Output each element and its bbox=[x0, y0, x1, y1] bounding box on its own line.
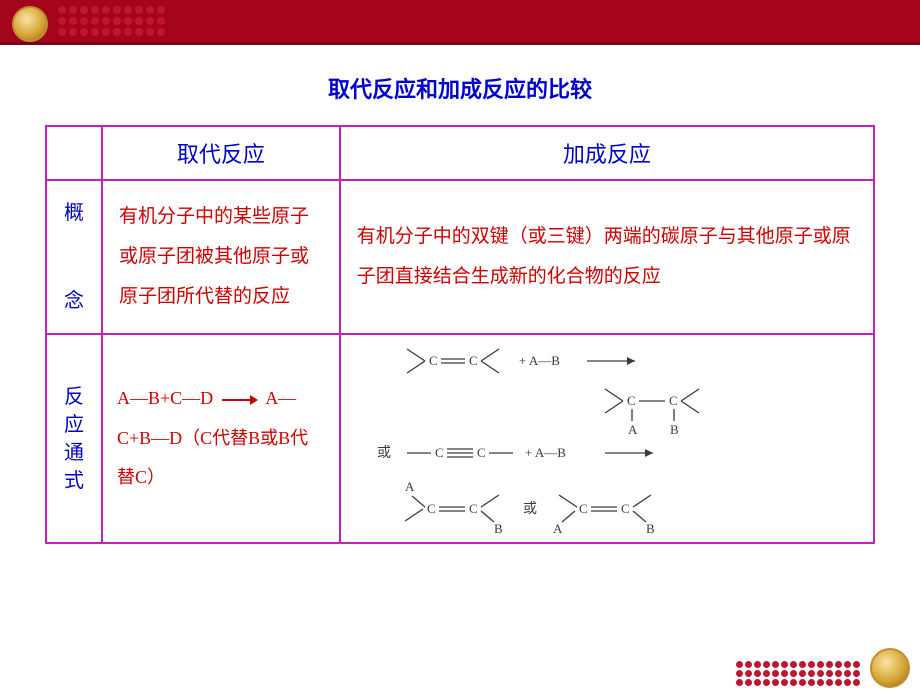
label-char: 反 bbox=[64, 386, 84, 408]
label-char: 概 bbox=[64, 202, 84, 224]
double-bond-reactant: C C bbox=[407, 349, 499, 373]
header-divider bbox=[0, 42, 920, 45]
svg-text:C: C bbox=[621, 501, 630, 516]
svg-text:C: C bbox=[579, 501, 588, 516]
svg-text:B: B bbox=[646, 521, 655, 536]
comparison-table: 取代反应 加成反应 概 念 有机分子中的某些原子或原子团被其他原子或原子团所代替… bbox=[45, 125, 875, 544]
header-dots bbox=[58, 6, 165, 36]
label-char: 念 bbox=[64, 290, 84, 312]
label-char: 式 bbox=[64, 470, 84, 492]
logo-icon bbox=[12, 6, 48, 42]
header-addition: 加成反应 bbox=[340, 126, 874, 180]
svg-text:C: C bbox=[429, 353, 438, 368]
svg-text:C: C bbox=[477, 445, 486, 460]
formula-addition: C C + A—B C bbox=[340, 334, 874, 543]
svg-text:A: A bbox=[553, 521, 563, 536]
triple-bond-reactant: C C bbox=[407, 445, 513, 460]
svg-text:C: C bbox=[427, 501, 436, 516]
page-title: 取代反应和加成反应的比较 bbox=[0, 72, 920, 104]
formula-substitution: A—B+C—D A—C+B—D（C代替B或B代替C） bbox=[102, 334, 340, 543]
arrow-icon bbox=[222, 395, 258, 405]
svg-text:C: C bbox=[469, 353, 478, 368]
header-empty bbox=[46, 126, 102, 180]
svg-text:A: A bbox=[628, 422, 638, 437]
svg-text:C: C bbox=[627, 393, 636, 408]
addition-diagram: C C + A—B C bbox=[347, 341, 727, 536]
table-row-formula: 反 应 通 式 A—B+C—D A—C+B—D（C代替B或B代替C） C bbox=[46, 334, 874, 543]
concept-substitution: 有机分子中的某些原子或原子团被其他原子或原子团所代替的反应 bbox=[102, 180, 340, 334]
svg-text:或: 或 bbox=[523, 501, 537, 517]
double-bond-product: C C A B bbox=[605, 389, 699, 437]
footer-logo-icon bbox=[870, 648, 910, 688]
svg-text:B: B bbox=[494, 521, 503, 536]
triple-product-2: A C C B bbox=[553, 495, 655, 536]
concept-addition: 有机分子中的双键（或三键）两端的碳原子与其他原子或原子团直接结合生成新的化合物的… bbox=[340, 180, 874, 334]
footer-dots bbox=[736, 661, 860, 686]
label-char: 通 bbox=[64, 442, 84, 464]
svg-text:+ A—B: + A—B bbox=[525, 445, 566, 460]
svg-text:C: C bbox=[469, 501, 478, 516]
row-label-concept: 概 念 bbox=[46, 180, 102, 334]
svg-text:C: C bbox=[435, 445, 444, 460]
triple-product-1: A C C B bbox=[405, 479, 503, 536]
label-char: 应 bbox=[64, 414, 84, 436]
formula-lhs: A—B+C—D bbox=[117, 388, 213, 408]
header-substitution: 取代反应 bbox=[102, 126, 340, 180]
table-row-concept: 概 念 有机分子中的某些原子或原子团被其他原子或原子团所代替的反应 有机分子中的… bbox=[46, 180, 874, 334]
svg-text:或: 或 bbox=[377, 445, 391, 461]
row-label-formula: 反 应 通 式 bbox=[46, 334, 102, 543]
svg-text:B: B bbox=[670, 422, 679, 437]
svg-text:A: A bbox=[405, 479, 415, 494]
svg-text:+ A—B: + A—B bbox=[519, 353, 560, 368]
table-header-row: 取代反应 加成反应 bbox=[46, 126, 874, 180]
svg-text:C: C bbox=[669, 393, 678, 408]
